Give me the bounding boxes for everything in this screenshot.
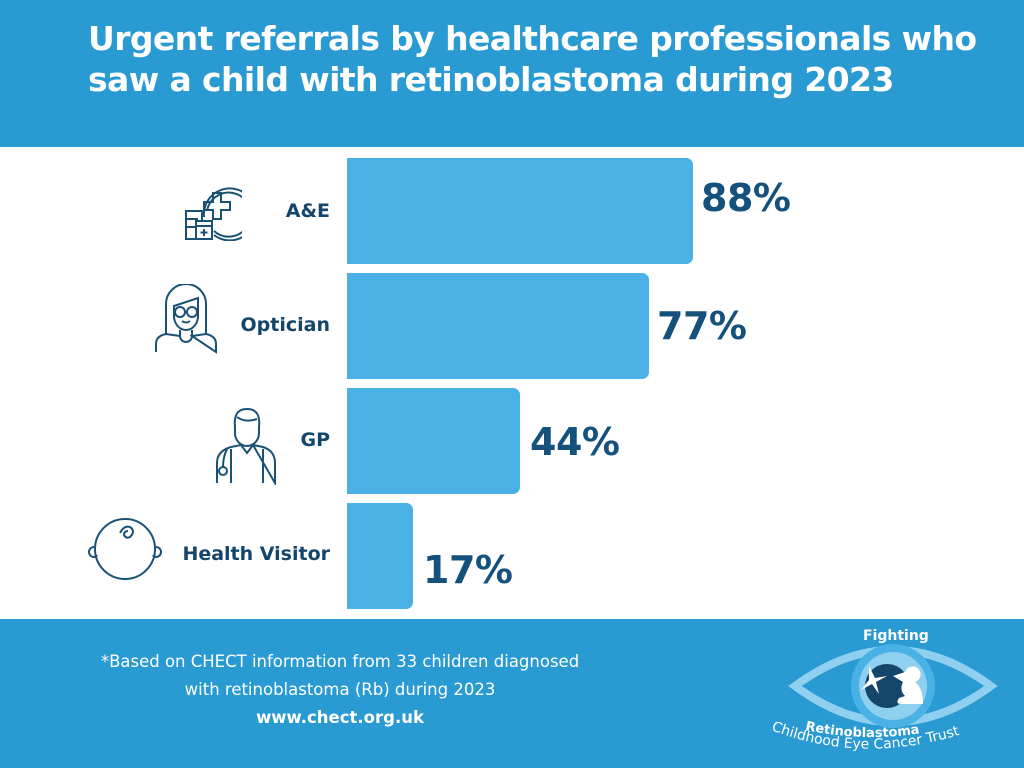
bar-value-health-visitor: 17% bbox=[423, 548, 513, 592]
header-band: Urgent referrals by healthcare professio… bbox=[0, 0, 1024, 147]
chart-title: Urgent referrals by healthcare professio… bbox=[88, 19, 977, 99]
bar-value-gp: 44% bbox=[530, 420, 620, 464]
bar-label-optician: Optician bbox=[240, 314, 330, 336]
footnote-line-1: *Based on CHECT information from 33 chil… bbox=[100, 652, 580, 671]
bar-ae bbox=[347, 158, 693, 264]
bar-optician bbox=[347, 273, 649, 379]
footnote-line-2: with retinoblastoma (Rb) during 2023 bbox=[184, 680, 496, 699]
bar-gp bbox=[347, 388, 520, 494]
bar-chart: A&E 88% Optician 77% GP 44% Health Visit… bbox=[0, 147, 1024, 619]
doctor-stethoscope-icon bbox=[216, 407, 276, 485]
hospital-medical-cross-icon bbox=[185, 187, 242, 241]
optician-woman-glasses-icon bbox=[155, 284, 217, 354]
footer-band: *Based on CHECT information from 33 chil… bbox=[0, 619, 1024, 768]
bar-value-ae: 88% bbox=[701, 176, 791, 220]
bar-value-optician: 77% bbox=[657, 304, 747, 348]
bar-label-ae: A&E bbox=[285, 200, 330, 222]
chect-logo: Fighting Retinoblastoma Childhood Eye Ca… bbox=[770, 628, 998, 753]
bar-label-health-visitor: Health Visitor bbox=[182, 543, 330, 565]
bar-health-visitor bbox=[347, 503, 413, 609]
baby-head-icon bbox=[88, 518, 162, 580]
bar-label-gp: GP bbox=[300, 429, 330, 451]
logo-text-fighting: Fighting bbox=[863, 628, 929, 644]
website-link[interactable]: www.chect.org.uk bbox=[256, 708, 424, 727]
